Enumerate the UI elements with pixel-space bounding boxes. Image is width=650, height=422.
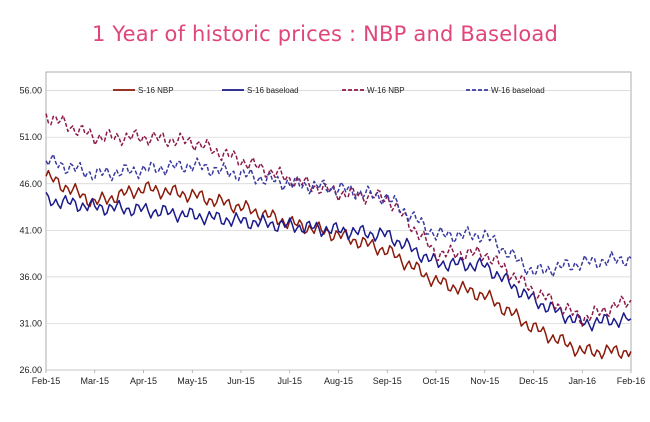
x-tick-label: Jul-15 bbox=[277, 376, 302, 386]
legend-label: W-16 NBP bbox=[367, 86, 405, 95]
x-tick-label: Feb-16 bbox=[617, 376, 646, 386]
y-axis-ticks: 26.00 31.00 36.00 41.00 46.00 51.00 56.00 bbox=[19, 86, 42, 375]
y-tick-label: 36.00 bbox=[19, 272, 42, 282]
x-tick-label: Nov-15 bbox=[470, 376, 499, 386]
y-tick-label: 31.00 bbox=[19, 318, 42, 328]
x-tick-label: Aug-15 bbox=[324, 376, 353, 386]
x-tick-label: May-15 bbox=[177, 376, 207, 386]
legend-label: S-16 baseload bbox=[247, 86, 299, 95]
legend: S-16 NBP S-16 baseload W-16 NBP W-16 baselo… bbox=[113, 86, 545, 95]
series-line bbox=[45, 153, 632, 278]
x-tick-label: Oct-15 bbox=[422, 376, 449, 386]
y-tick-label: 56.00 bbox=[19, 86, 42, 96]
plot-area bbox=[45, 71, 632, 371]
x-tick-label: Dec-15 bbox=[519, 376, 548, 386]
y-tick-label: 26.00 bbox=[19, 365, 42, 375]
y-tick-label: 51.00 bbox=[19, 132, 42, 142]
y-tick-label: 46.00 bbox=[19, 179, 42, 189]
series-line bbox=[45, 113, 632, 327]
chart-title: 1 Year of historic prices : NBP and Base… bbox=[91, 22, 559, 46]
x-tick-label: Jun-15 bbox=[227, 376, 255, 386]
series-line bbox=[45, 169, 632, 360]
x-tick-label: Apr-15 bbox=[130, 376, 157, 386]
series-lines bbox=[45, 113, 632, 360]
legend-label: W-16 baseload bbox=[491, 86, 545, 95]
y-tick-label: 41.00 bbox=[19, 225, 42, 235]
legend-label: S-16 NBP bbox=[138, 86, 174, 95]
x-axis-ticks: Feb-15 Mar-15 Apr-15 May-15 Jun-15 Jul-15 Aug-… bbox=[32, 370, 646, 386]
x-tick-label: Feb-15 bbox=[32, 376, 61, 386]
x-tick-label: Sep-15 bbox=[373, 376, 402, 386]
x-tick-label: Jan-16 bbox=[568, 376, 596, 386]
x-tick-label: Mar-15 bbox=[80, 376, 109, 386]
